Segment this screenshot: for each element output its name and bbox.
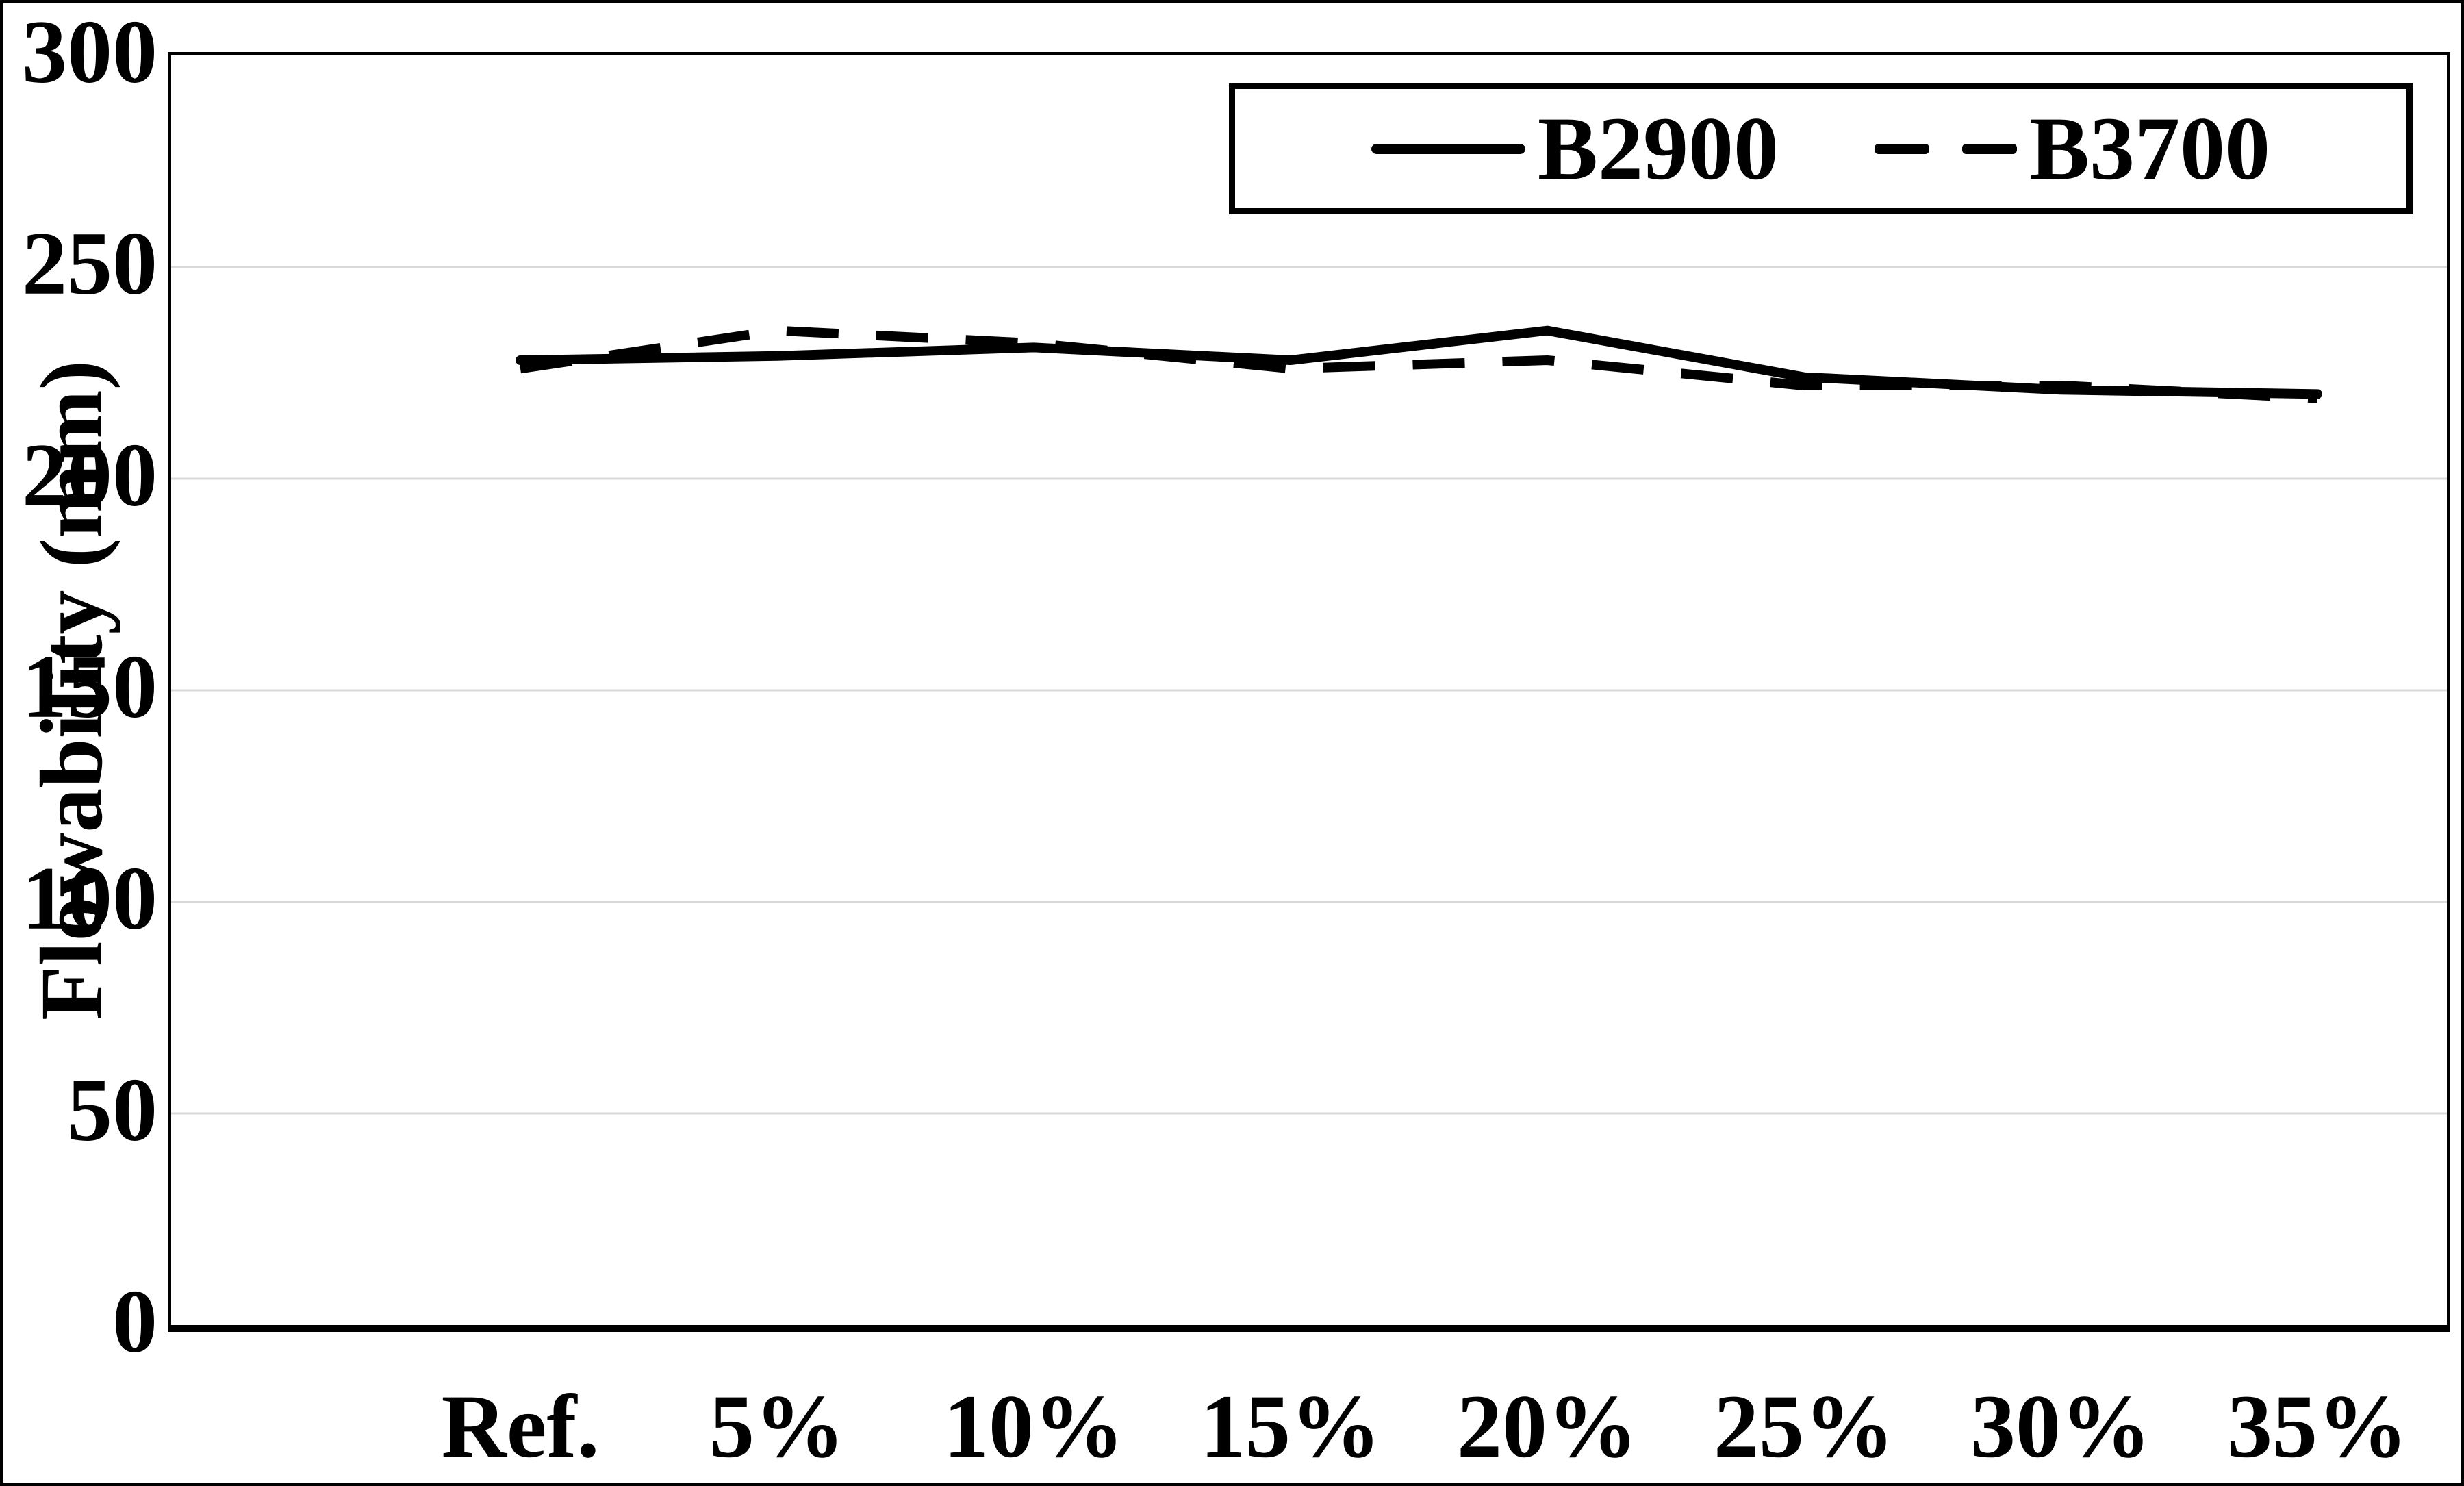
legend-label: B2900 xyxy=(1537,98,1779,199)
x-category-label-15: 15% xyxy=(1200,1376,1381,1476)
plot-area xyxy=(168,52,2450,1332)
x-category-label-35: 35% xyxy=(2227,1376,2408,1476)
y-tick-label-150: 150 xyxy=(22,635,157,737)
y-tick-label-50: 50 xyxy=(67,1059,157,1160)
y-tick-label-250: 250 xyxy=(22,212,157,314)
x-category-label-ref: Ref. xyxy=(441,1376,600,1476)
y-tick-label-200: 200 xyxy=(22,424,157,525)
solid-line-swatch xyxy=(1371,143,1525,154)
y-tick-label-300: 300 xyxy=(22,1,157,102)
x-category-label-5: 5% xyxy=(709,1376,845,1476)
x-category-label-10: 10% xyxy=(943,1376,1124,1476)
x-category-label-20: 20% xyxy=(1457,1376,1638,1476)
series-line-b3700 xyxy=(519,325,2318,403)
y-tick-label-100: 100 xyxy=(22,847,157,948)
legend-item-b2900: B2900 xyxy=(1371,103,1779,194)
legend-box: B2900 B3700 xyxy=(1229,83,2413,214)
y-tick-label-0: 0 xyxy=(112,1270,157,1372)
dash-segment xyxy=(1962,143,2017,154)
x-category-label-30: 30% xyxy=(1970,1376,2151,1476)
legend-label: B3700 xyxy=(2029,98,2271,199)
legend-item-b3700: B3700 xyxy=(1875,103,2270,194)
dash-segment xyxy=(1875,143,1929,154)
x-category-label-25: 25% xyxy=(1714,1376,1894,1476)
series-line-b2900 xyxy=(516,325,2322,399)
dashed-line-swatch xyxy=(1875,143,2017,154)
plot-canvas xyxy=(171,266,2447,1115)
